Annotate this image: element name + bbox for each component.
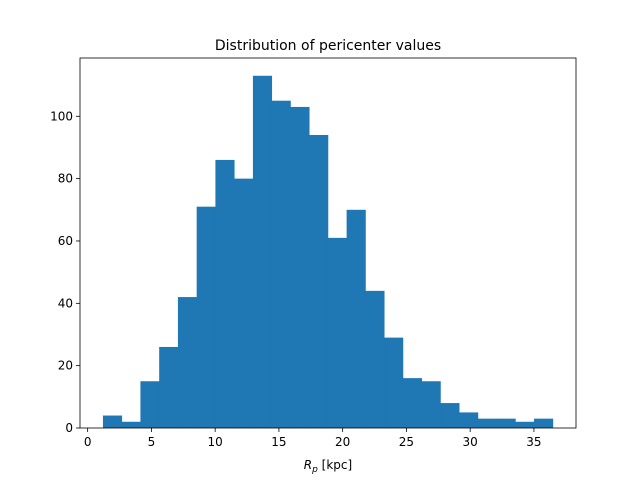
histogram-bar	[384, 337, 404, 428]
histogram-bar	[402, 378, 422, 428]
x-tick-label: 5	[148, 435, 156, 449]
x-axis-label: Rp [kpc]	[304, 458, 352, 475]
y-tick-label: 100	[50, 109, 73, 123]
histogram-bar	[346, 209, 366, 428]
histogram-bar	[421, 381, 441, 428]
x-axis-label-subscript: p	[311, 465, 318, 475]
y-tick-label: 20	[58, 359, 73, 373]
x-axis-label-symbol: R	[304, 458, 312, 472]
x-axis-label-unit: [kpc]	[318, 458, 352, 472]
y-axis-ticks: 0 20 40 60 80 100	[50, 109, 80, 435]
chart-title: Distribution of pericenter values	[215, 38, 441, 54]
y-tick-label: 0	[65, 421, 73, 435]
histogram-bar	[477, 418, 497, 428]
x-tick-label: 35	[526, 435, 541, 449]
x-axis-ticks: 0 5 10 15 20 25 30 35	[84, 428, 542, 449]
histogram-bar	[252, 75, 273, 428]
histogram-bar	[365, 290, 385, 428]
histogram-bar	[102, 415, 123, 428]
x-tick-label: 20	[335, 435, 350, 449]
histogram-bar	[215, 159, 235, 428]
y-tick-label: 60	[58, 234, 73, 248]
histogram-bar	[440, 403, 460, 428]
histogram-bar	[327, 237, 348, 428]
histogram-bars	[102, 75, 554, 429]
x-tick-label: 10	[208, 435, 223, 449]
y-tick-label: 80	[58, 172, 73, 186]
histogram-bar	[234, 178, 254, 428]
y-tick-label: 40	[58, 296, 73, 310]
x-tick-label: 30	[463, 435, 478, 449]
histogram-bar	[177, 297, 198, 428]
plot-frame	[79, 57, 577, 429]
histogram-bar	[290, 106, 310, 428]
histogram-bar	[515, 421, 535, 428]
histogram-bar	[121, 421, 141, 428]
histogram-bar	[140, 381, 160, 428]
histogram-bar	[309, 134, 329, 428]
histogram-bar	[271, 100, 291, 429]
histogram-bar	[196, 206, 216, 428]
histogram-bar	[459, 412, 479, 428]
x-tick-label: 0	[84, 435, 92, 449]
x-tick-label: 15	[271, 435, 286, 449]
x-tick-label: 25	[399, 435, 414, 449]
histogram-bar	[496, 418, 516, 428]
histogram-bar	[159, 346, 179, 428]
histogram-bar	[534, 418, 554, 428]
